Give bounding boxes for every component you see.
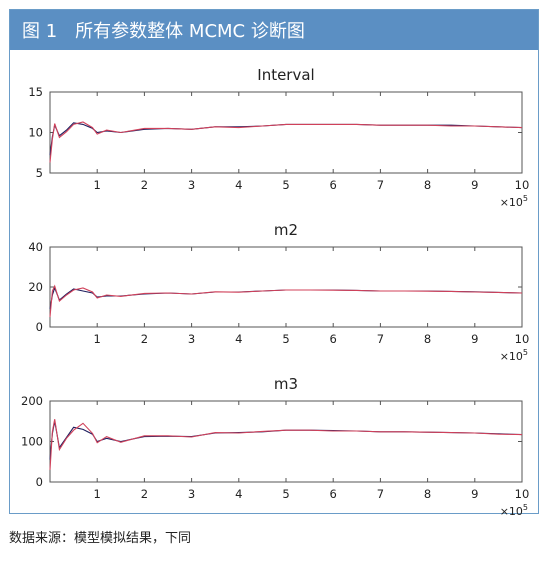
series-line-2 [49,419,523,470]
y-tick-label: 10 [28,126,43,140]
x-tick-label: 1 [94,487,101,501]
x-tick-label: 4 [235,332,242,346]
y-tick-label: 20 [28,280,43,294]
x-axis-multiplier: ×105 [500,503,528,518]
x-tick-label: 10 [515,178,530,192]
x-tick-label: 10 [515,332,530,346]
x-tick-label: 9 [471,487,478,501]
x-tick-label: 1 [94,332,101,346]
x-tick-label: 8 [424,178,431,192]
figure-title: 所有参数整体 MCMC 诊断图 [75,21,305,42]
x-tick-label: 7 [377,332,384,346]
x-tick-label: 10 [515,487,530,501]
chart-3: m3 0 100 200 1 2 3 4 5 6 7 8 9 10 ×105 [21,375,529,518]
series-line-1 [49,421,523,460]
x-tick-label: 9 [471,332,478,346]
x-tick-label: 5 [282,178,289,192]
x-tick-label: 6 [330,178,337,192]
chart-1: Interval 5 10 15 1 2 3 4 5 6 7 8 9 10 ×105 [28,66,529,209]
x-tick-label: 2 [141,178,148,192]
x-tick-label: 9 [471,178,478,192]
x-tick-label: 6 [330,332,337,346]
chart-title: Interval [257,66,314,84]
y-tick-label: 200 [21,394,43,408]
x-tick-label: 7 [377,487,384,501]
source-note: 数据来源：模型模拟结果，下同 [9,531,192,546]
y-tick-label: 5 [36,166,43,180]
x-tick-label: 7 [377,178,384,192]
figure-label: 图 1 [22,21,58,42]
x-tick-label: 3 [188,178,195,192]
x-axis-multiplier: ×105 [500,348,528,363]
series-line-2 [49,284,523,318]
x-tick-label: 2 [141,332,148,346]
x-tick-label: 5 [282,332,289,346]
figure-header: 图 1 所有参数整体 MCMC 诊断图 [10,10,538,50]
x-tick-label: 1 [94,178,101,192]
chart-title: m2 [274,221,298,239]
x-tick-label: 4 [235,487,242,501]
y-tick-label: 40 [28,240,43,254]
series-line-1 [49,122,523,156]
x-tick-label: 6 [330,487,337,501]
x-axis-multiplier: ×105 [500,194,528,209]
x-tick-label: 3 [188,487,195,501]
y-tick-label: 0 [36,320,43,334]
x-tick-label: 8 [424,487,431,501]
plot-area-box [49,246,523,328]
x-tick-label: 3 [188,332,195,346]
chart-2: m2 0 20 40 1 2 3 4 5 6 7 8 9 10 ×105 [28,221,529,363]
y-tick-label: 15 [28,85,43,99]
x-tick-label: 8 [424,332,431,346]
x-tick-label: 2 [141,487,148,501]
chart-title: m3 [274,375,298,393]
series-line-2 [49,121,523,163]
y-tick-label: 100 [21,435,43,449]
x-tick-label: 5 [282,487,289,501]
x-tick-label: 4 [235,178,242,192]
y-tick-label: 0 [36,475,43,489]
